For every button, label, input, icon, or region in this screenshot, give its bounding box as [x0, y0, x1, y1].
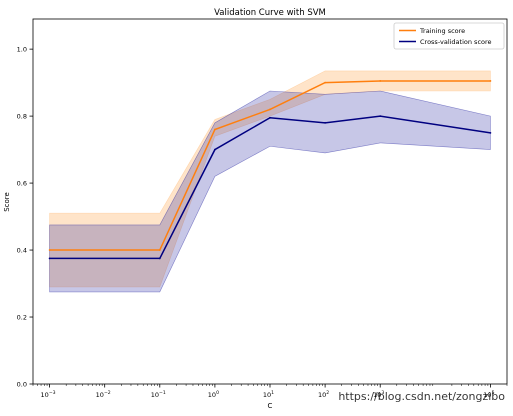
point-series-1 [379, 115, 382, 118]
x-tick-label: 10−2 [96, 390, 111, 399]
y-tick-label: 0.8 [17, 112, 27, 120]
series-lines [48, 80, 492, 260]
x-tick-label: 10−3 [41, 390, 56, 399]
point-series-0 [379, 80, 382, 82]
point-series-0 [489, 80, 492, 82]
point-series-0 [158, 249, 161, 251]
x-axis-label: C [268, 402, 273, 410]
x-axis: 10−3 10−2 10−1 100 101 102 103 105 [32, 384, 508, 399]
y-tick-label: 0.2 [17, 313, 27, 321]
point-series-0 [214, 128, 216, 131]
y-tick-label: 0.6 [17, 179, 27, 187]
y-tick-label: 0.4 [17, 246, 27, 254]
x-tick-label: 101 [263, 390, 274, 399]
point-series-0 [324, 81, 326, 84]
x-tick-label: 102 [318, 390, 329, 399]
chart-title: Validation Curve with SVM [214, 8, 326, 18]
band-series-0 [49, 70, 491, 288]
y-axis: 0.0 0.2 0.4 0.6 0.8 1.0 [17, 45, 33, 388]
watermark-text: https://blog.csdn.net/zongzibo [338, 390, 505, 403]
legend-label-training: Training score [419, 27, 465, 35]
x-tick-label: 10−1 [151, 390, 166, 399]
point-series-1 [214, 148, 216, 151]
x-tick-label: 100 [208, 390, 219, 399]
point-series-1 [48, 257, 51, 260]
point-series-0 [269, 108, 271, 111]
point-series-1 [324, 121, 326, 124]
legend: Training score Cross-validation score [393, 22, 505, 50]
point-series-0 [48, 249, 51, 251]
y-tick-label: 1.0 [17, 45, 27, 53]
point-series-1 [489, 131, 492, 134]
x-tick-label: 105 [483, 390, 494, 399]
legend-box [393, 22, 505, 50]
band-series-1 [49, 90, 491, 293]
legend-label-cross-validation: Cross-validation score [420, 38, 492, 46]
point-series-1 [158, 257, 161, 260]
y-tick-label: 0.0 [17, 380, 27, 388]
y-axis-label: Score [3, 192, 11, 212]
x-tick-label: 103 [373, 390, 384, 399]
confidence-bands [49, 70, 491, 293]
point-series-1 [269, 116, 271, 119]
